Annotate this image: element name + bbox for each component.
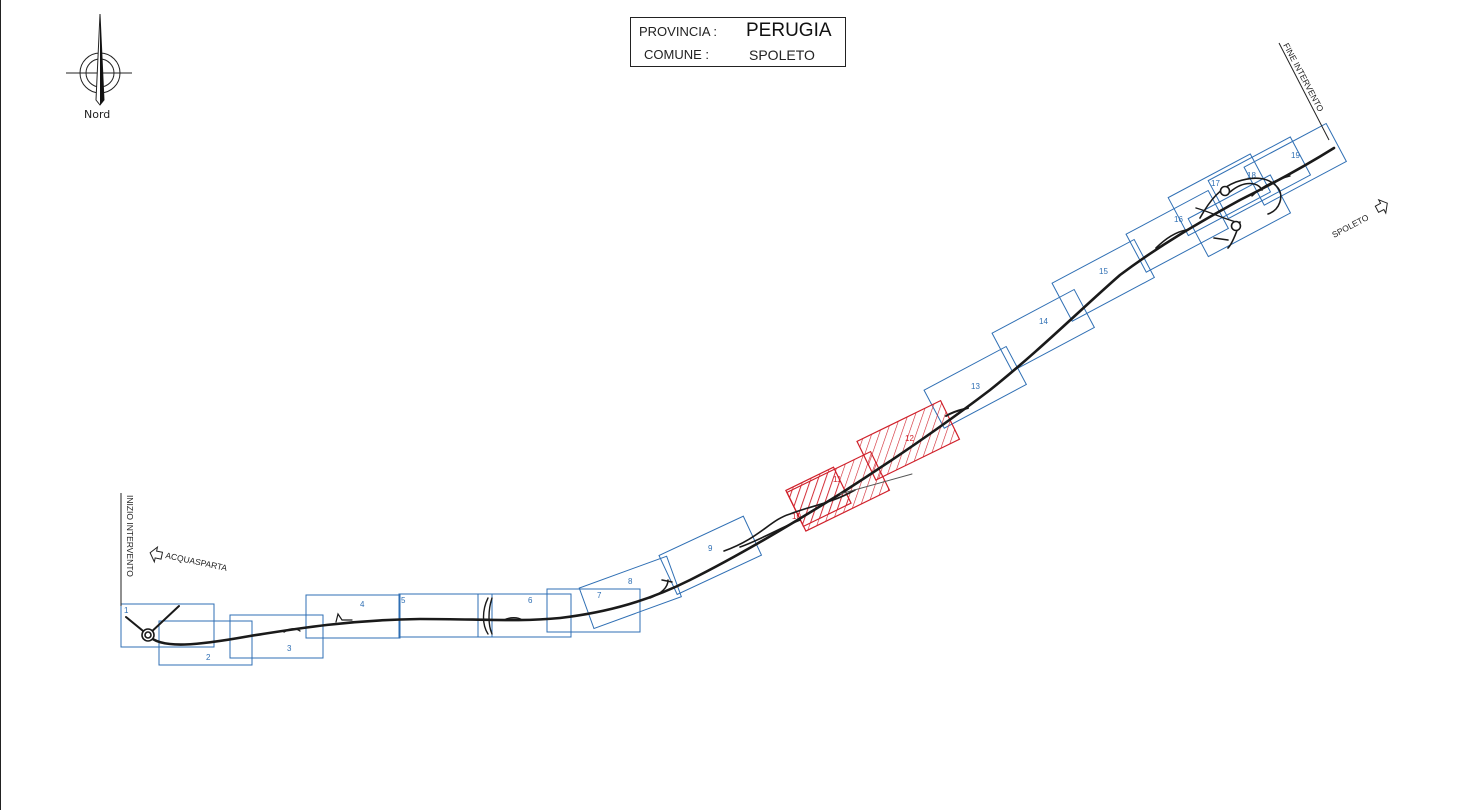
- tile-label: 12: [905, 434, 914, 443]
- tile-9[interactable]: [658, 515, 763, 596]
- tile-18[interactable]: [1187, 174, 1292, 258]
- arrow-right-icon: [1374, 198, 1388, 215]
- tile-3[interactable]: [229, 614, 324, 659]
- roundabouts: [141, 185, 1242, 642]
- direction-west: ACQUASPARTA: [149, 545, 229, 573]
- tile-label: 13: [971, 382, 980, 391]
- north-label: Nord: [84, 108, 111, 121]
- bump-4: [335, 612, 353, 623]
- end-marker-label: FINE INTERVENTO: [1281, 41, 1326, 113]
- tile-label: 2: [206, 653, 211, 662]
- tile-label: 6: [528, 596, 533, 605]
- direction-west-label: ACQUASPARTA: [165, 550, 229, 573]
- junction-16: [1155, 177, 1282, 249]
- comune-value: SPOLETO: [749, 47, 815, 63]
- start-marker-label: INIZIO INTERVENTO: [125, 495, 135, 577]
- tile-15[interactable]: [1051, 238, 1156, 322]
- tile-label: 17: [1211, 179, 1220, 188]
- north-arrow-icon: [66, 13, 132, 106]
- ramp-8: [649, 579, 673, 599]
- tile-7[interactable]: [546, 588, 641, 633]
- tile-label: 11: [833, 475, 842, 484]
- tile-label: 7: [597, 591, 602, 600]
- tile-label: 4: [360, 600, 365, 609]
- main-road: [146, 146, 1336, 646]
- tile-18b[interactable]: [1207, 136, 1312, 220]
- arrow-left-icon: [149, 545, 164, 564]
- tile-label: 3: [287, 644, 292, 653]
- direction-east: SPOLETO: [1330, 198, 1388, 240]
- tile-grid: [120, 122, 1348, 666]
- tile-1[interactable]: [120, 603, 215, 648]
- provincia-label: PROVINCIA :: [639, 24, 718, 39]
- tile-label: 15: [1099, 267, 1108, 276]
- comune-label: COMUNE :: [644, 47, 709, 62]
- tile-8[interactable]: [578, 555, 682, 630]
- tile-label: 16: [1174, 215, 1183, 224]
- road-alignment: [125, 146, 1336, 646]
- tile-19[interactable]: [1243, 122, 1348, 206]
- tile-4[interactable]: [305, 594, 401, 639]
- tile-label: 14: [1039, 317, 1048, 326]
- ramp-12: [945, 407, 969, 417]
- roundabout-17: [1219, 185, 1231, 197]
- tile-label: 5: [401, 596, 406, 605]
- tile-labels: 1 2 3 4 5 6 7 8 9 10 11 12 13 14 15 16 1…: [124, 151, 1300, 662]
- tile-16[interactable]: [1125, 189, 1230, 273]
- tile-14[interactable]: [991, 288, 1096, 372]
- provincia-value: PERUGIA: [746, 20, 832, 41]
- tile-label: 19: [1291, 151, 1300, 160]
- tile-label: 8: [628, 577, 633, 586]
- junction-16b: [1195, 175, 1291, 223]
- bump-6: [503, 617, 523, 621]
- tile-label: 18: [1247, 171, 1256, 180]
- tile-label: 1: [124, 606, 129, 615]
- tile-5[interactable]: [398, 593, 493, 638]
- roundabout-18: [1230, 220, 1242, 232]
- ramp-9: [723, 489, 856, 552]
- roundabout-start-inner: [144, 631, 152, 639]
- ramp-10: [839, 473, 913, 495]
- direction-east-label: SPOLETO: [1330, 212, 1370, 240]
- tile-label: 10: [792, 512, 801, 521]
- end-marker-line: [1278, 42, 1330, 141]
- title-box: PROVINCIA : PERUGIA COMUNE : SPOLETO: [630, 17, 846, 67]
- tile-17[interactable]: [1167, 153, 1272, 237]
- bump-2: [283, 628, 301, 633]
- tile-label: 9: [708, 544, 713, 553]
- bridge-6: [482, 597, 493, 635]
